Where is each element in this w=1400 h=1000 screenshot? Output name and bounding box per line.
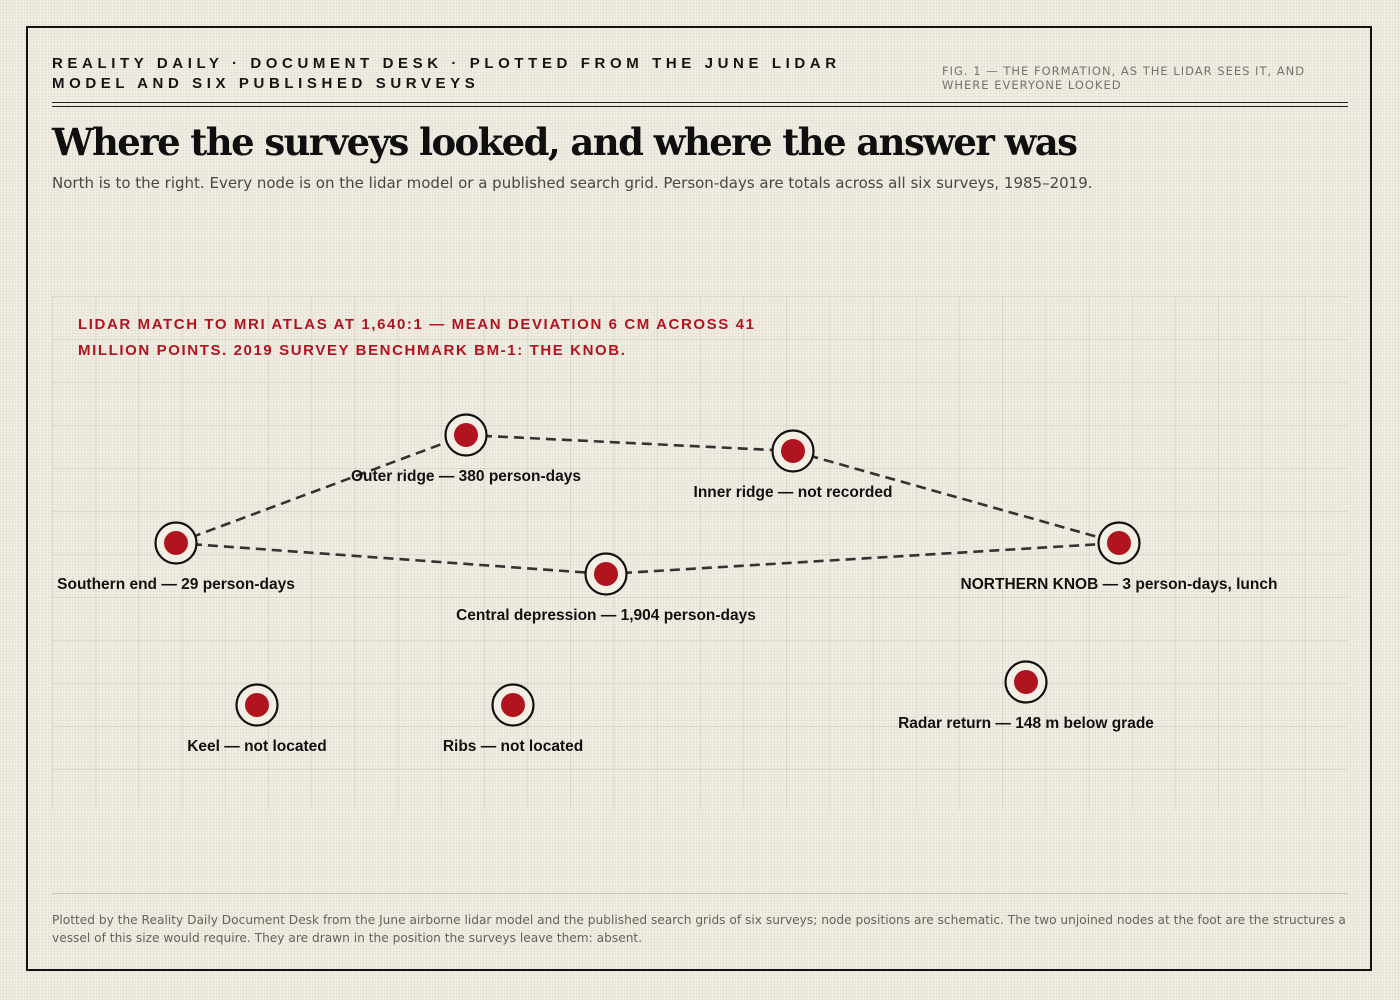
node-label: Southern end — 29 person-days [57, 576, 295, 593]
page-frame [26, 26, 1372, 971]
header-rule [52, 102, 1348, 107]
node-label: Outer ridge — 380 person-days [351, 468, 581, 485]
node-radar-return: Radar return — 148 m below grade [898, 660, 1154, 732]
footer-rule [52, 893, 1348, 894]
figure-label: FIG. 1 — THE FORMATION, AS THE LIDAR SEE… [942, 64, 1306, 92]
edge-central-depression-to-northern-knob [605, 541, 1120, 576]
node-northern-knob: NORTHERN KNOB — 3 person-days, lunch [961, 521, 1278, 593]
dek: North is to the right. Every node is on … [52, 174, 1093, 192]
node-inner-ridge: Inner ridge — not recorded [694, 429, 893, 501]
node-dot [594, 562, 618, 586]
edge-outer-ridge-to-inner-ridge [465, 433, 794, 453]
page-title: Where the surveys looked, and where the … [52, 120, 1078, 164]
node-southern-end: Southern end — 29 person-days [57, 521, 295, 593]
edges-layer [175, 433, 1120, 576]
node-dot [164, 531, 188, 555]
edge-inner-ridge-to-northern-knob [792, 449, 1120, 545]
node-label: Ribs — not located [443, 738, 583, 755]
nodes-layer: Southern end — 29 person-days Outer ridge… [57, 413, 1278, 755]
node-label: Keel — not located [187, 738, 327, 755]
node-label: Inner ridge — not recorded [694, 484, 893, 501]
diagram-callout: LIDAR MATCH TO MRI ATLAS AT 1,640:1 — ME… [78, 316, 756, 359]
kicker: REALITY DAILY · DOCUMENT DESK · PLOTTED … [52, 55, 841, 92]
node-outer-ridge: Outer ridge — 380 person-days [351, 413, 581, 485]
node-dot [501, 693, 525, 717]
footnote: Plotted by the Reality Daily Document De… [52, 913, 1346, 945]
node-label: NORTHERN KNOB — 3 person-days, lunch [961, 576, 1278, 593]
node-central-depression: Central depression — 1,904 person-days [456, 552, 756, 624]
node-dot [245, 693, 269, 717]
node-label: Radar return — 148 m below grade [898, 715, 1154, 732]
edge-southern-end-to-outer-ridge [175, 433, 467, 545]
node-keel: Keel — not located [187, 683, 327, 755]
node-ribs: Ribs — not located [443, 683, 583, 755]
node-label: Central depression — 1,904 person-days [456, 607, 756, 624]
node-dot [454, 423, 478, 447]
node-dot [1014, 670, 1038, 694]
node-dot [781, 439, 805, 463]
edge-southern-end-to-central-depression [175, 541, 607, 576]
node-dot [1107, 531, 1131, 555]
